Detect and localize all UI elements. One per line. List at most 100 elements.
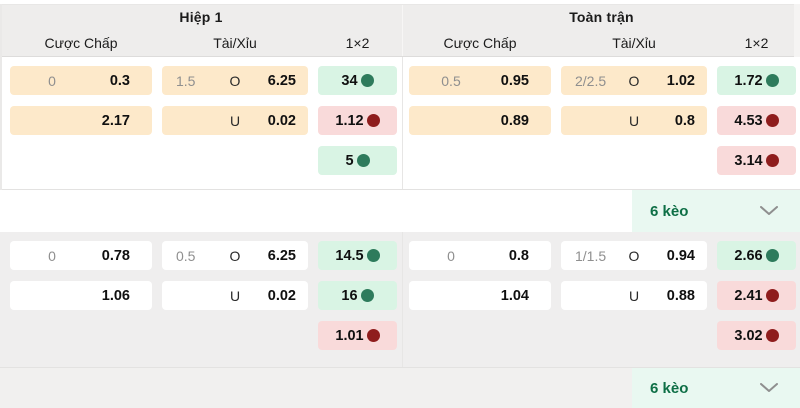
trend-dot (360, 289, 374, 302)
1x2-odds-value: 2.66 (734, 247, 763, 264)
trend-dot (366, 329, 380, 342)
col-header-handicap: Cược Chấp (443, 34, 517, 51)
over-under-odds-cell[interactable]: 0.5 O 6.25 (162, 241, 308, 270)
column-headers-first-half: Cược Chấp Tài/Xỉu 1×2 (0, 29, 402, 56)
more-odds-toggle[interactable]: 6 kèo (632, 190, 800, 232)
trend-dot (765, 154, 779, 167)
1x2-odds-cell[interactable]: 14.5 (318, 241, 397, 270)
chevron-down-icon (760, 383, 778, 393)
over-under-odds: 0.94 (666, 247, 695, 264)
section-title-full-match: Toàn trận (569, 9, 634, 25)
1x2-odds-value: 16 (341, 287, 358, 304)
1x2-odds-cell[interactable]: 16 (318, 281, 397, 310)
col-header-1x2: 1×2 (744, 34, 769, 51)
trend-dot (765, 74, 779, 87)
odds-row: 1.01 (0, 321, 402, 350)
more-odds-container: 6 kèo (402, 190, 800, 232)
1x2-odds-cell[interactable]: 1.12 (318, 106, 397, 135)
over-under-odds-cell[interactable]: U 0.8 (561, 106, 707, 135)
1x2-odds-cell[interactable]: 2.41 (717, 281, 796, 310)
over-under-odds-cell[interactable]: U 0.88 (561, 281, 707, 310)
full-match-bottom-odds: 0 0.8 1/1.5 O 0.94 2.66 1.04 (402, 232, 800, 367)
more-odds-container: 6 kèo (402, 368, 800, 408)
1x2-odds-cell[interactable]: 1.01 (318, 321, 397, 350)
odds-section-top: 0 0.3 1.5 O 6.25 34 2.17 (0, 57, 800, 190)
total-line: 1.5 (176, 72, 196, 89)
handicap-odds: 0.95 (500, 72, 529, 89)
1x2-odds-cell[interactable]: 34 (318, 66, 397, 95)
over-under-odds-cell[interactable]: U 0.02 (162, 281, 308, 310)
handicap-odds-cell[interactable]: 0.5 0.95 (409, 66, 551, 95)
1x2-odds-cell[interactable]: 5 (318, 146, 397, 175)
more-odds-label: 6 kèo (650, 379, 689, 397)
1x2-odds-value: 14.5 (335, 247, 364, 264)
1x2-odds-cell[interactable]: 1.72 (717, 66, 796, 95)
trend-dot (765, 289, 779, 302)
1x2-odds-value: 5 (345, 152, 354, 169)
over-under-odds-cell[interactable]: 2/2.5 O 1.02 (561, 66, 707, 95)
over-under-odds-cell[interactable]: U 0.02 (162, 106, 308, 135)
over-under-side: O (229, 247, 241, 264)
over-under-side: O (628, 72, 640, 89)
odds-row: 0 0.8 1/1.5 O 0.94 2.66 (403, 241, 800, 270)
handicap-odds-cell[interactable]: 1.04 (409, 281, 551, 310)
odds-row: 2.17 U 0.02 1.12 (0, 106, 402, 135)
over-under-side: U (229, 112, 241, 129)
more-odds-toggle[interactable]: 6 kèo (632, 368, 800, 408)
odds-row: 3.14 (403, 146, 800, 175)
col-header-over-under: Tài/Xỉu (612, 34, 656, 51)
over-under-odds: 0.02 (267, 112, 296, 129)
handicap-odds: 1.06 (101, 287, 130, 304)
1x2-odds-cell[interactable]: 2.66 (717, 241, 796, 270)
handicap-odds: 0.3 (109, 72, 130, 89)
trend-dot (765, 329, 779, 342)
header-first-half: Hiệp 1 (0, 5, 402, 29)
1x2-odds-value: 3.14 (734, 152, 763, 169)
header-full-match: Toàn trận (402, 5, 800, 29)
handicap-odds-cell[interactable]: 0 0.8 (409, 241, 551, 270)
over-under-odds-cell[interactable]: 1/1.5 O 0.94 (561, 241, 707, 270)
handicap-odds: 1.04 (500, 287, 529, 304)
1x2-odds-cell[interactable]: 3.14 (717, 146, 796, 175)
chevron-down-icon (760, 206, 778, 216)
over-under-odds-cell[interactable]: 1.5 O 6.25 (162, 66, 308, 95)
1x2-odds-value: 1.72 (734, 72, 763, 89)
header-right-strip (794, 4, 800, 57)
1x2-odds-value: 34 (341, 72, 358, 89)
over-under-side: O (628, 247, 640, 264)
handicap-odds-cell[interactable]: 2.17 (10, 106, 152, 135)
handicap-odds-cell[interactable]: 0.89 (409, 106, 551, 135)
1x2-odds-value: 2.41 (734, 287, 763, 304)
odds-row: 0 0.78 0.5 O 6.25 14.5 (0, 241, 402, 270)
trend-dot (356, 154, 370, 167)
1x2-odds-cell[interactable]: 4.53 (717, 106, 796, 135)
first-half-top-odds: 0 0.3 1.5 O 6.25 34 2.17 (0, 57, 402, 189)
handicap-odds: 0.8 (508, 247, 529, 264)
odds-row: 0.5 0.95 2/2.5 O 1.02 1.72 (403, 66, 800, 95)
trend-dot (360, 74, 374, 87)
total-line: 2/2.5 (575, 72, 607, 89)
trend-dot (366, 249, 380, 262)
over-under-side: U (229, 287, 241, 304)
handicap-odds-cell[interactable]: 0 0.78 (10, 241, 152, 270)
handicap-odds-cell[interactable]: 1.06 (10, 281, 152, 310)
total-line: 1/1.5 (575, 247, 607, 264)
full-match-top-odds: 0.5 0.95 2/2.5 O 1.02 1.72 0.89 (402, 57, 800, 189)
over-under-odds: 1.02 (666, 72, 695, 89)
more-odds-spacer (0, 368, 402, 408)
more-odds-label: 6 kèo (650, 202, 689, 220)
handicap-odds-cell[interactable]: 0 0.3 (10, 66, 152, 95)
over-under-side: U (628, 287, 640, 304)
column-header-row: Cược Chấp Tài/Xỉu 1×2 Cược Chấp Tài/Xỉu … (0, 29, 800, 57)
over-under-odds: 6.25 (267, 72, 296, 89)
over-under-odds: 0.02 (267, 287, 296, 304)
panel-left-border (0, 4, 2, 190)
odds-row: 1.04 U 0.88 2.41 (403, 281, 800, 310)
1x2-odds-cell[interactable]: 3.02 (717, 321, 796, 350)
first-half-bottom-odds: 0 0.78 0.5 O 6.25 14.5 1.06 (0, 232, 402, 367)
odds-section-bottom: 0 0.78 0.5 O 6.25 14.5 1.06 (0, 232, 800, 368)
col-header-over-under: Tài/Xỉu (213, 34, 257, 51)
1x2-odds-value: 4.53 (734, 112, 763, 129)
over-under-side: U (628, 112, 640, 129)
